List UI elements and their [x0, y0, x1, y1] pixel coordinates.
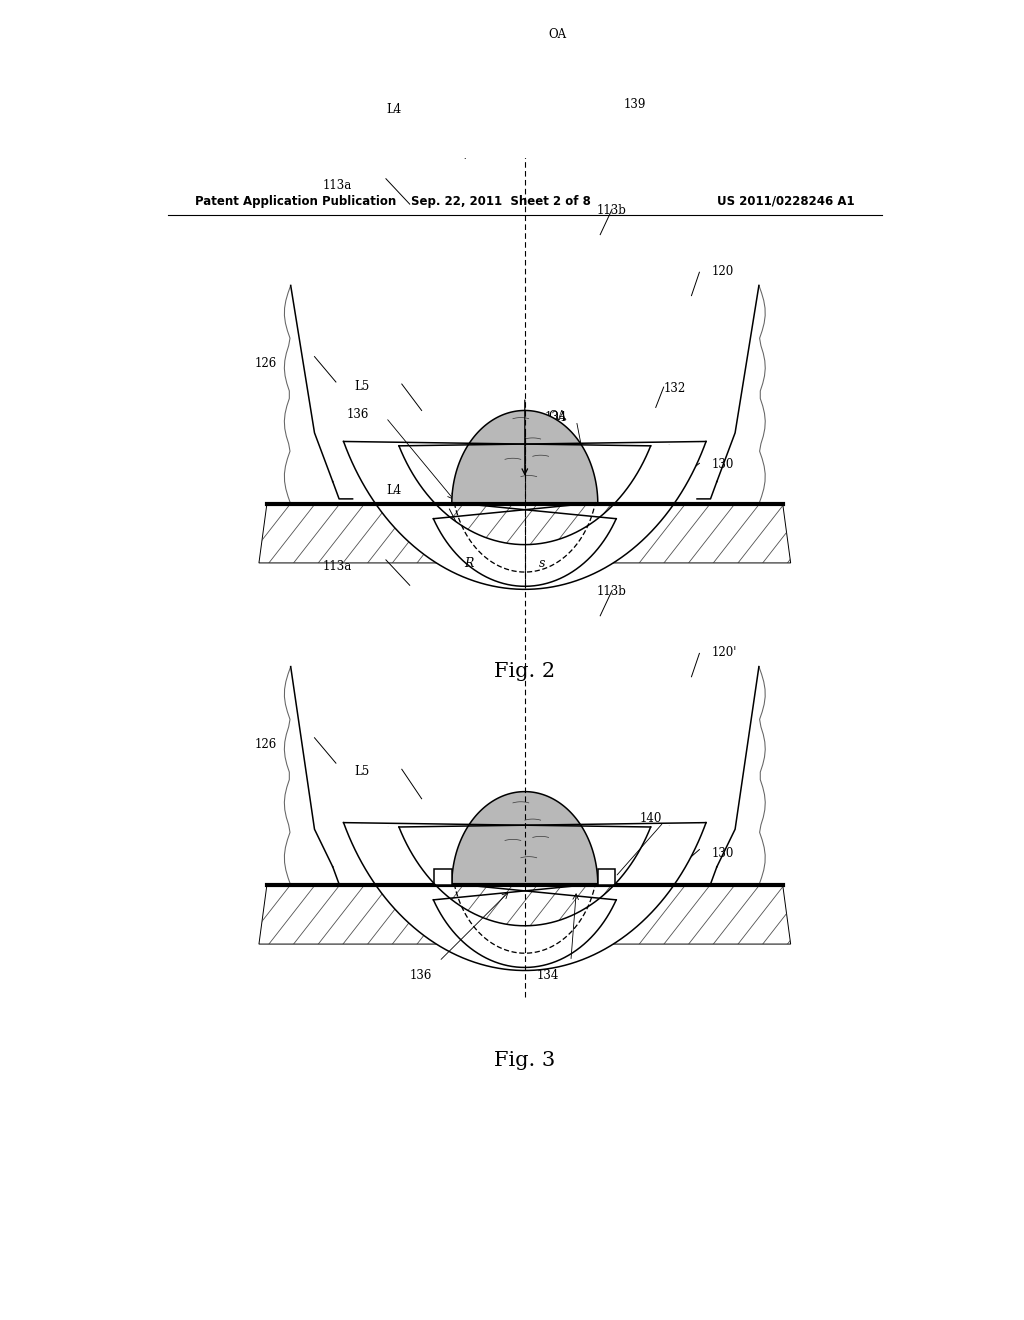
Text: 132: 132: [664, 383, 686, 395]
Text: L4: L4: [386, 484, 401, 496]
Bar: [434, 869, 452, 886]
Text: 126: 126: [255, 738, 278, 751]
Text: 136: 136: [346, 408, 369, 421]
Text: 120': 120': [712, 647, 736, 660]
Bar: [598, 869, 615, 886]
Polygon shape: [259, 504, 791, 562]
Text: R: R: [464, 557, 473, 570]
Text: 113a: 113a: [323, 560, 351, 573]
Text: 136: 136: [410, 969, 432, 982]
Text: 140: 140: [640, 812, 663, 825]
Text: 126: 126: [255, 356, 278, 370]
Polygon shape: [452, 792, 598, 886]
Text: 113b: 113b: [596, 586, 626, 598]
Text: 130: 130: [712, 458, 733, 471]
Polygon shape: [259, 886, 791, 944]
Text: Fig. 3: Fig. 3: [495, 1052, 555, 1071]
Text: OA: OA: [549, 29, 566, 41]
Polygon shape: [343, 822, 707, 970]
Text: OA: OA: [549, 409, 566, 422]
Text: 134: 134: [545, 411, 567, 424]
Text: s: s: [539, 557, 546, 570]
Text: Patent Application Publication: Patent Application Publication: [196, 194, 396, 207]
Text: L5: L5: [354, 380, 370, 393]
Text: 139: 139: [624, 98, 646, 111]
Text: 130: 130: [712, 846, 733, 859]
Text: L5: L5: [354, 766, 370, 779]
Text: 113a: 113a: [323, 180, 351, 191]
Polygon shape: [343, 441, 707, 589]
Polygon shape: [452, 411, 598, 504]
Text: Sep. 22, 2011  Sheet 2 of 8: Sep. 22, 2011 Sheet 2 of 8: [411, 194, 591, 207]
Text: 113b: 113b: [596, 205, 626, 218]
Text: 134: 134: [537, 969, 559, 982]
Text: US 2011/0228246 A1: US 2011/0228246 A1: [717, 194, 854, 207]
Text: 120: 120: [712, 265, 733, 279]
Text: L4: L4: [386, 103, 401, 116]
Text: Fig. 2: Fig. 2: [495, 663, 555, 681]
